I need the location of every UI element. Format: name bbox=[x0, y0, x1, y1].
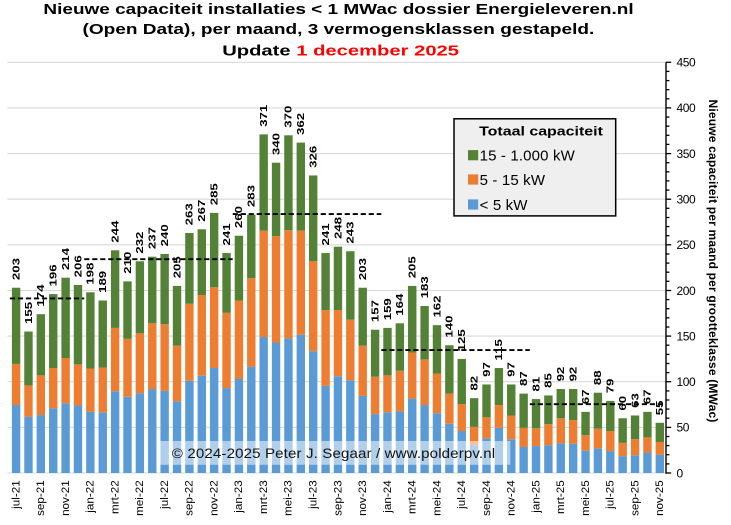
svg-text:97: 97 bbox=[480, 362, 492, 377]
svg-text:189: 189 bbox=[96, 270, 108, 292]
svg-text:jan-24: jan-24 bbox=[382, 480, 394, 513]
svg-text:205: 205 bbox=[406, 256, 418, 278]
svg-text:mei-25: mei-25 bbox=[580, 480, 592, 516]
svg-text:nov-22: nov-22 bbox=[209, 480, 221, 516]
svg-text:140: 140 bbox=[443, 315, 455, 337]
svg-text:214: 214 bbox=[59, 248, 71, 270]
svg-text:125: 125 bbox=[455, 329, 467, 351]
svg-text:260: 260 bbox=[233, 206, 245, 228]
svg-text:100: 100 bbox=[677, 375, 697, 389]
svg-text:67: 67 bbox=[579, 389, 591, 404]
svg-text:Totaal capaciteit: Totaal capaciteit bbox=[479, 125, 603, 139]
svg-text:mrt-22: mrt-22 bbox=[110, 480, 122, 514]
svg-text:210: 210 bbox=[121, 251, 133, 273]
svg-text:150: 150 bbox=[677, 329, 697, 343]
svg-text:400: 400 bbox=[677, 101, 697, 115]
svg-text:205: 205 bbox=[171, 256, 183, 278]
svg-text:241: 241 bbox=[319, 223, 331, 245]
svg-text:mrt-25: mrt-25 bbox=[555, 480, 567, 514]
svg-text:203: 203 bbox=[10, 258, 22, 280]
svg-text:60: 60 bbox=[616, 396, 628, 411]
svg-text:88: 88 bbox=[592, 370, 604, 385]
svg-text:mei-23: mei-23 bbox=[283, 480, 295, 516]
svg-text:241: 241 bbox=[220, 223, 232, 245]
svg-text:240: 240 bbox=[158, 224, 170, 246]
svg-text:mrt-24: mrt-24 bbox=[407, 480, 419, 514]
svg-text:203: 203 bbox=[356, 258, 368, 280]
svg-text:155: 155 bbox=[22, 301, 34, 323]
svg-text:0: 0 bbox=[677, 466, 684, 480]
svg-text:232: 232 bbox=[134, 231, 146, 253]
svg-text:jan-23: jan-23 bbox=[233, 480, 245, 513]
svg-text:159: 159 bbox=[381, 298, 393, 320]
svg-text:sep-25: sep-25 bbox=[630, 480, 642, 516]
svg-text:370: 370 bbox=[282, 105, 294, 127]
svg-text:63: 63 bbox=[629, 393, 641, 408]
svg-text:55: 55 bbox=[653, 400, 665, 415]
svg-text:326: 326 bbox=[307, 145, 319, 167]
svg-text:© 2024-2025 Peter J. Segaar /: © 2024-2025 Peter J. Segaar / www.polder… bbox=[172, 447, 495, 462]
svg-text:263: 263 bbox=[183, 203, 195, 225]
svg-text:79: 79 bbox=[604, 378, 616, 393]
svg-text:jul-22: jul-22 bbox=[159, 480, 171, 510]
svg-text:371: 371 bbox=[257, 104, 269, 126]
svg-text:183: 183 bbox=[418, 276, 430, 298]
svg-text:362: 362 bbox=[294, 113, 306, 135]
svg-text:(Open Data), per maand, 3 verm: (Open Data), per maand, 3 vermogensklass… bbox=[82, 20, 594, 37]
svg-text:248: 248 bbox=[332, 217, 344, 239]
svg-text:200: 200 bbox=[677, 284, 697, 298]
svg-text:jul-25: jul-25 bbox=[605, 480, 617, 510]
svg-text:Nieuwe capaciteit installaties: Nieuwe capaciteit installaties < 1 MWac … bbox=[43, 1, 633, 18]
svg-text:198: 198 bbox=[84, 262, 96, 284]
svg-text:162: 162 bbox=[431, 295, 443, 317]
svg-text:97: 97 bbox=[505, 362, 517, 377]
svg-text:sep-21: sep-21 bbox=[35, 480, 47, 516]
svg-text:81: 81 bbox=[530, 376, 542, 391]
svg-text:jul-21: jul-21 bbox=[11, 480, 23, 510]
svg-text:300: 300 bbox=[677, 193, 697, 207]
svg-text:mrt-23: mrt-23 bbox=[258, 480, 270, 514]
svg-text:244: 244 bbox=[109, 220, 121, 242]
svg-text:nov-25: nov-25 bbox=[654, 480, 666, 516]
svg-text:< 5 kW: < 5 kW bbox=[480, 197, 529, 214]
svg-text:sep-22: sep-22 bbox=[184, 480, 196, 516]
svg-text:jul-24: jul-24 bbox=[456, 480, 468, 510]
svg-text:250: 250 bbox=[677, 238, 697, 252]
svg-text:15 - 1.000 kW: 15 - 1.000 kW bbox=[480, 147, 576, 164]
svg-text:nov-23: nov-23 bbox=[357, 480, 369, 516]
svg-text:196: 196 bbox=[47, 264, 59, 286]
svg-text:5 - 15 kW: 5 - 15 kW bbox=[480, 172, 546, 189]
svg-text:jul-23: jul-23 bbox=[308, 480, 320, 510]
svg-text:92: 92 bbox=[554, 366, 566, 381]
svg-text:67: 67 bbox=[641, 389, 653, 404]
svg-text:174: 174 bbox=[34, 284, 46, 306]
svg-text:340: 340 bbox=[270, 133, 282, 155]
svg-text:mei-24: mei-24 bbox=[432, 480, 444, 516]
svg-text:nov-21: nov-21 bbox=[60, 480, 72, 516]
svg-text:164: 164 bbox=[393, 293, 405, 315]
svg-text:50: 50 bbox=[677, 421, 690, 435]
svg-text:157: 157 bbox=[369, 300, 381, 322]
svg-text:Nieuwe capaciteit per maand pe: Nieuwe capaciteit per maand per groottek… bbox=[706, 100, 720, 423]
svg-text:82: 82 bbox=[468, 375, 480, 390]
svg-text:Update 1 december 2025: Update 1 december 2025 bbox=[222, 42, 459, 59]
svg-text:115: 115 bbox=[493, 339, 505, 361]
svg-text:85: 85 bbox=[542, 373, 554, 388]
svg-text:350: 350 bbox=[677, 147, 697, 161]
svg-text:283: 283 bbox=[245, 185, 257, 207]
svg-text:sep-24: sep-24 bbox=[481, 480, 493, 516]
svg-text:mei-22: mei-22 bbox=[134, 480, 146, 516]
svg-text:jan-25: jan-25 bbox=[531, 480, 543, 513]
svg-text:243: 243 bbox=[344, 221, 356, 243]
svg-text:206: 206 bbox=[72, 255, 84, 277]
svg-text:jan-22: jan-22 bbox=[85, 480, 97, 513]
svg-text:267: 267 bbox=[195, 199, 207, 221]
svg-text:450: 450 bbox=[677, 56, 697, 70]
svg-text:87: 87 bbox=[517, 371, 529, 386]
svg-text:nov-24: nov-24 bbox=[506, 480, 518, 516]
svg-text:92: 92 bbox=[567, 366, 579, 381]
svg-text:sep-23: sep-23 bbox=[333, 480, 345, 516]
svg-text:285: 285 bbox=[208, 183, 220, 205]
svg-text:237: 237 bbox=[146, 227, 158, 249]
